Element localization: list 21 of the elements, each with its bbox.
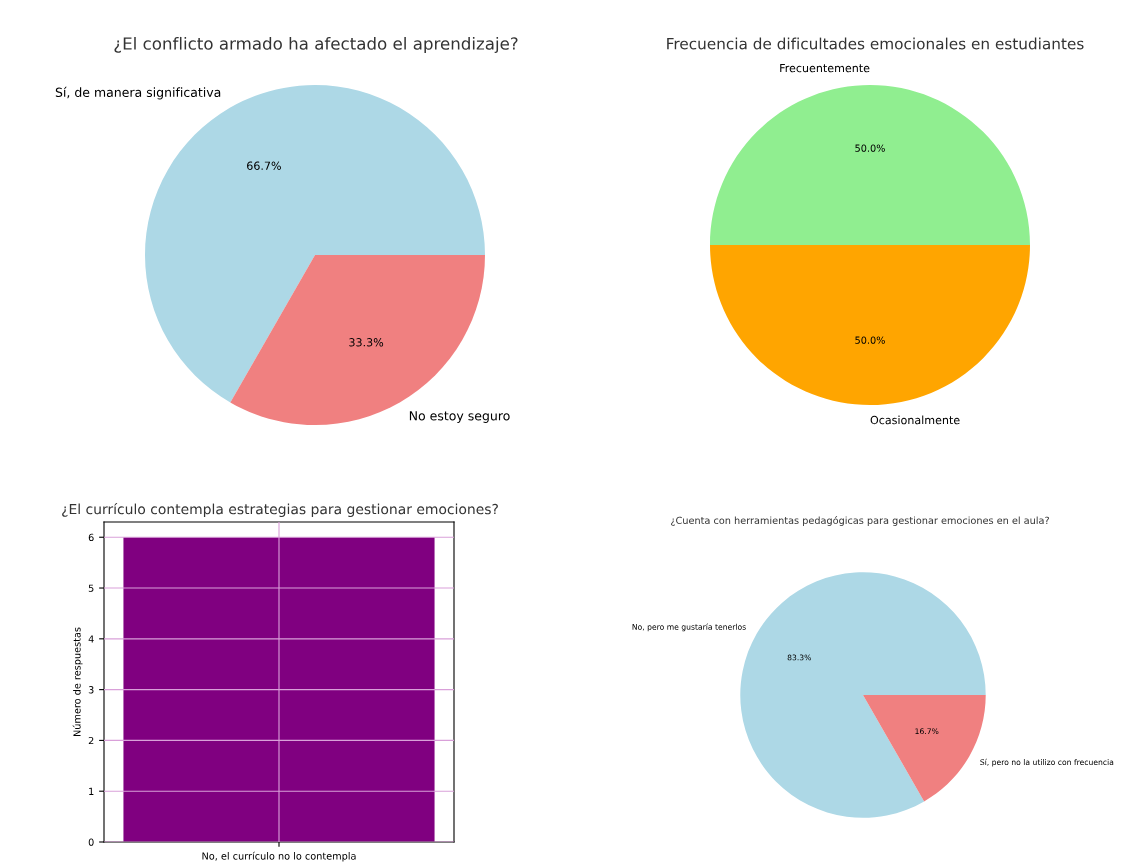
data-label: 66.7% (247, 161, 281, 170)
chart-title: ¿Cuenta con herramientas pedagógicas para gestionar emociones en el aula? (671, 516, 1049, 526)
y-tick-label: 5 (88, 584, 94, 592)
slice-label: Sí, de manera significativa (55, 86, 221, 100)
y-tick-label: 3 (88, 686, 94, 694)
y-tick-label: 4 (88, 635, 94, 643)
y-tick-label: 0 (88, 838, 94, 846)
data-label: 33.3% (349, 338, 384, 347)
y-axis-title: Número de respuestas (72, 627, 83, 737)
data-label: 50.0% (855, 336, 885, 344)
y-tick-label: 2 (88, 736, 94, 745)
x-tick-label: No, el currículo no lo contempla (202, 851, 356, 862)
chart-title: ¿El currículo contempla estrategias para gestionar emociones? (62, 503, 498, 517)
chart-title: ¿El conflicto armado ha afectado el aprendizaje? (114, 36, 518, 54)
slice-label: Frecuentemente (780, 63, 870, 73)
slice-label: No estoy seguro (409, 411, 510, 423)
y-tick-label: 1 (89, 787, 94, 795)
slice-label: Ocasionalmente (870, 415, 960, 425)
data-label: 50.0% (855, 144, 885, 152)
y-tick-label: 6 (88, 533, 94, 542)
chart-title: Frecuencia de dificultades emocionales en estudiantes (667, 37, 1084, 50)
